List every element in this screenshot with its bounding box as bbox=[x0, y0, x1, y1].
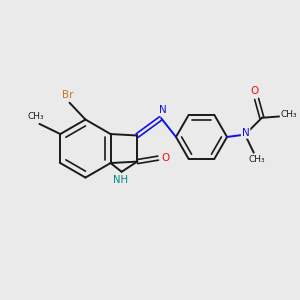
Text: CH₃: CH₃ bbox=[280, 110, 297, 119]
Text: Br: Br bbox=[62, 90, 74, 100]
Text: CH₃: CH₃ bbox=[249, 155, 266, 164]
Text: NH: NH bbox=[113, 176, 128, 185]
Text: N: N bbox=[159, 105, 167, 115]
Text: N: N bbox=[242, 128, 250, 138]
Text: O: O bbox=[250, 86, 258, 96]
Text: O: O bbox=[161, 152, 169, 163]
Text: CH₃: CH₃ bbox=[28, 112, 44, 121]
